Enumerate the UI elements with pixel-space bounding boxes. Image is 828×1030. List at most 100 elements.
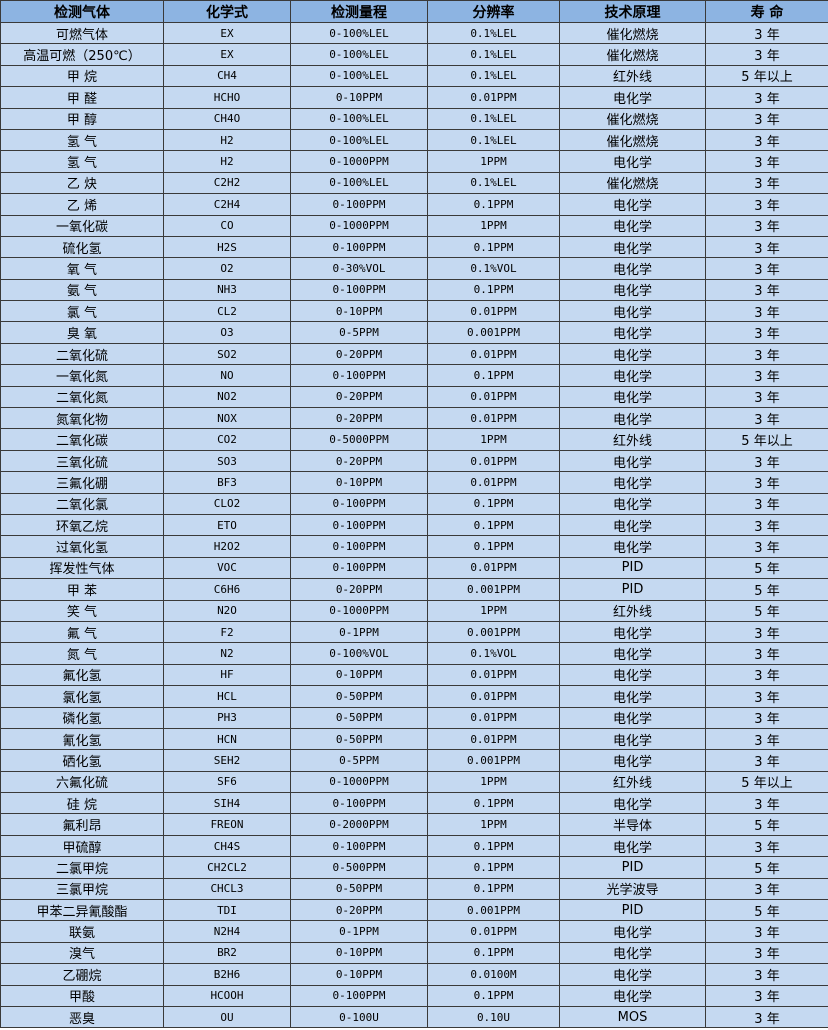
- cell-range: 0-20PPM: [290, 449, 428, 473]
- cell-formula: SO2: [163, 342, 291, 366]
- cell-principle: 电化学: [559, 321, 706, 344]
- cell-formula: SO3: [163, 449, 291, 473]
- cell-formula: HCL: [163, 685, 291, 708]
- cell-lifespan: 3 年: [705, 278, 828, 302]
- table-row: 硒化氢 SEH2 0-5PPM 0.001PPM 电化学 3 年: [0, 749, 828, 772]
- cell-lifespan: 3 年: [705, 385, 828, 409]
- cell-lifespan: 3 年: [705, 449, 828, 473]
- cell-formula: H2S: [163, 235, 291, 259]
- cell-lifespan: 3 年: [705, 877, 828, 901]
- cell-lifespan: 3 年: [705, 43, 828, 66]
- cell-resolution: 1PPM: [427, 599, 560, 622]
- cell-resolution: 0.01PPM: [427, 342, 560, 366]
- cell-lifespan: 3 年: [705, 663, 828, 687]
- table-row: 溴气 BR2 0-10PPM 0.1PPM 电化学 3 年: [0, 941, 828, 965]
- cell-lifespan: 3 年: [705, 128, 828, 152]
- cell-principle: 光学波导: [559, 877, 706, 901]
- cell-resolution: 0.1PPM: [427, 856, 560, 879]
- cell-formula: H2O2: [163, 535, 291, 558]
- table-row: 过氧化氢 H2O2 0-100PPM 0.1PPM 电化学 3 年: [0, 535, 828, 558]
- cell-resolution: 1PPM: [427, 770, 560, 794]
- cell-range: 0-1PPM: [290, 620, 428, 644]
- table-row: 氰化氢 HCN 0-50PPM 0.01PPM 电化学 3 年: [0, 727, 828, 751]
- cell-range: 0-100PPM: [290, 535, 428, 558]
- table-row: 氮 气 N2 0-100%VOL 0.1%VOL 电化学 3 年: [0, 642, 828, 665]
- cell-lifespan: 5 年: [705, 556, 828, 580]
- cell-resolution: 0.01PPM: [427, 685, 560, 708]
- cell-resolution: 1PPM: [427, 428, 560, 451]
- cell-range: 0-100%LEL: [290, 171, 428, 195]
- cell-principle: 电化学: [559, 706, 706, 729]
- cell-resolution: 0.01PPM: [427, 385, 560, 409]
- cell-gas-name: 过氧化氢: [0, 535, 164, 558]
- cell-lifespan: 3 年: [705, 235, 828, 259]
- cell-range: 0-100%VOL: [290, 642, 428, 665]
- cell-gas-name: 氢 气: [0, 150, 164, 173]
- cell-gas-name: 可燃气体: [0, 21, 164, 45]
- cell-range: 0-20PPM: [290, 342, 428, 366]
- table-row: 氯 气 CL2 0-10PPM 0.01PPM 电化学 3 年: [0, 300, 828, 323]
- table-row: 恶臭 OU 0-100U 0.10U MOS 3 年: [0, 1005, 828, 1029]
- cell-resolution: 0.1%LEL: [427, 171, 560, 195]
- cell-gas-name: 一氧化氮: [0, 364, 164, 387]
- cell-principle: 红外线: [559, 64, 706, 88]
- cell-principle: 红外线: [559, 428, 706, 451]
- table-row: 硫化氢 H2S 0-100PPM 0.1PPM 电化学 3 年: [0, 235, 828, 259]
- cell-principle: 电化学: [559, 963, 706, 986]
- cell-formula: BR2: [163, 941, 291, 965]
- cell-formula: EX: [163, 21, 291, 45]
- cell-principle: 催化燃烧: [559, 171, 706, 195]
- cell-resolution: 0.01PPM: [427, 920, 560, 943]
- cell-resolution: 0.1PPM: [427, 535, 560, 558]
- table-row: 二氧化氯 CLO2 0-100PPM 0.1PPM 电化学 3 年: [0, 492, 828, 515]
- cell-principle: 电化学: [559, 642, 706, 665]
- cell-range: 0-100PPM: [290, 193, 428, 216]
- cell-lifespan: 5 年: [705, 813, 828, 836]
- cell-formula: H2: [163, 128, 291, 152]
- cell-range: 0-50PPM: [290, 706, 428, 729]
- cell-range: 0-5000PPM: [290, 428, 428, 451]
- cell-range: 0-20PPM: [290, 578, 428, 601]
- header-row: 检测气体 化学式 检测量程 分辨率 技术原理寿 命: [0, 0, 828, 23]
- cell-resolution: 0.10U: [427, 1005, 560, 1029]
- cell-principle: 半导体: [559, 813, 706, 836]
- cell-principle: 催化燃烧: [559, 43, 706, 66]
- column-header-range: 检测量程: [290, 0, 428, 23]
- cell-principle: 电化学: [559, 685, 706, 708]
- cell-principle: 电化学: [559, 749, 706, 772]
- cell-formula: F2: [163, 620, 291, 644]
- cell-gas-name: 三氧化硫: [0, 449, 164, 473]
- cell-range: 0-10PPM: [290, 86, 428, 109]
- cell-range: 0-5PPM: [290, 749, 428, 772]
- cell-formula: VOC: [163, 556, 291, 580]
- cell-resolution: 0.001PPM: [427, 749, 560, 772]
- cell-lifespan: 3 年: [705, 257, 828, 280]
- cell-lifespan: 3 年: [705, 407, 828, 430]
- table-row: 联氨 N2H4 0-1PPM 0.01PPM 电化学 3 年: [0, 920, 828, 943]
- cell-lifespan: 5 年以上: [705, 428, 828, 451]
- cell-formula: C2H2: [163, 171, 291, 195]
- cell-lifespan: 3 年: [705, 193, 828, 216]
- cell-gas-name: 氢 气: [0, 128, 164, 152]
- cell-gas-name: 高温可燃（250℃）: [0, 43, 164, 66]
- cell-resolution: 0.1%LEL: [427, 21, 560, 45]
- cell-range: 0-100PPM: [290, 556, 428, 580]
- cell-principle: 电化学: [559, 86, 706, 109]
- cell-gas-name: 氮氧化物: [0, 407, 164, 430]
- cell-gas-name: 溴气: [0, 941, 164, 965]
- cell-resolution: 0.01PPM: [427, 300, 560, 323]
- table-row: 甲 烷 CH4 0-100%LEL 0.1%LEL 红外线 5 年以上: [0, 64, 828, 88]
- cell-lifespan: 3 年: [705, 642, 828, 665]
- cell-resolution: 0.01PPM: [427, 471, 560, 494]
- cell-range: 0-10PPM: [290, 941, 428, 965]
- cell-gas-name: 氯化氢: [0, 685, 164, 708]
- cell-formula: HCOOH: [163, 984, 291, 1007]
- cell-resolution: 0.1%LEL: [427, 107, 560, 130]
- cell-lifespan: 3 年: [705, 342, 828, 366]
- cell-formula: SEH2: [163, 749, 291, 772]
- cell-principle: 电化学: [559, 278, 706, 302]
- cell-resolution: 0.1%VOL: [427, 642, 560, 665]
- cell-resolution: 0.01PPM: [427, 663, 560, 687]
- cell-formula: CH4O: [163, 107, 291, 130]
